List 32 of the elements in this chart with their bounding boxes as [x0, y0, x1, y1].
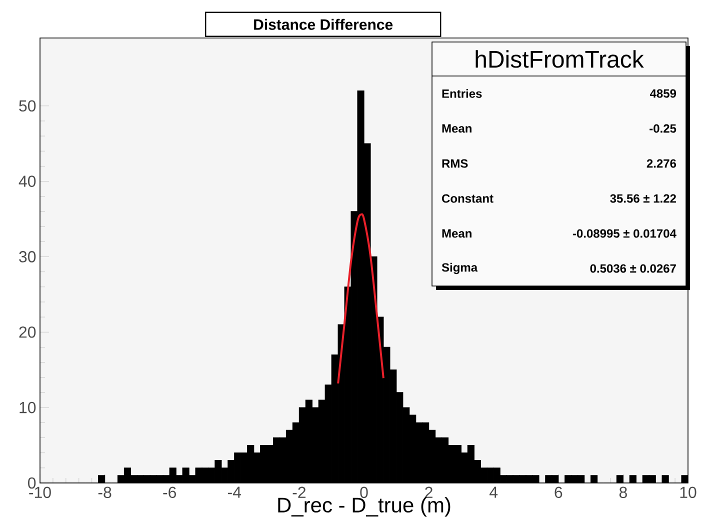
x-axis-title: D_rec - D_true (m) [278, 497, 450, 517]
x-tick-label: -2 [292, 486, 306, 498]
y-tick-label: 0 [28, 477, 36, 489]
x-tick-label: 0 [360, 486, 368, 498]
annotation: RMS [442, 159, 468, 168]
annotation: -0.08995 ± 0.01704 [572, 229, 676, 238]
annotation: hDistFromTrack [476, 50, 644, 68]
annotation: Mean [442, 124, 472, 133]
x-tick-label: 10 [680, 486, 696, 498]
y-tick-label: 20 [19, 326, 36, 338]
annotation: -0.25 [650, 124, 676, 133]
annotation: 2.276 [646, 159, 676, 168]
annotation: 35.56 ± 1.22 [610, 194, 676, 203]
y-tick-label: 40 [18, 176, 36, 187]
y-tick-label: 30 [19, 251, 36, 262]
x-tick-label: 4 [490, 486, 498, 498]
x-tick-label: -10 [29, 486, 51, 498]
annotation: 4859 [650, 89, 676, 98]
chart-title: Distance Difference [254, 18, 393, 30]
annotation: Constant [442, 194, 494, 203]
y-tick-label: 10 [20, 402, 36, 414]
annotation: 0.5036 ± 0.0267 [590, 264, 676, 273]
annotation: Mean [442, 229, 472, 238]
x-tick-label: -6 [163, 486, 176, 498]
x-tick-label: -8 [98, 486, 112, 498]
x-tick-label: 6 [554, 486, 562, 498]
x-tick-label: 2 [425, 486, 432, 498]
x-tick-label: 8 [619, 486, 627, 498]
annotation: Sigma [442, 262, 478, 274]
annotation: Entries [442, 89, 482, 98]
y-tick-label: 50 [19, 100, 36, 112]
x-tick-label: -4 [228, 486, 242, 498]
